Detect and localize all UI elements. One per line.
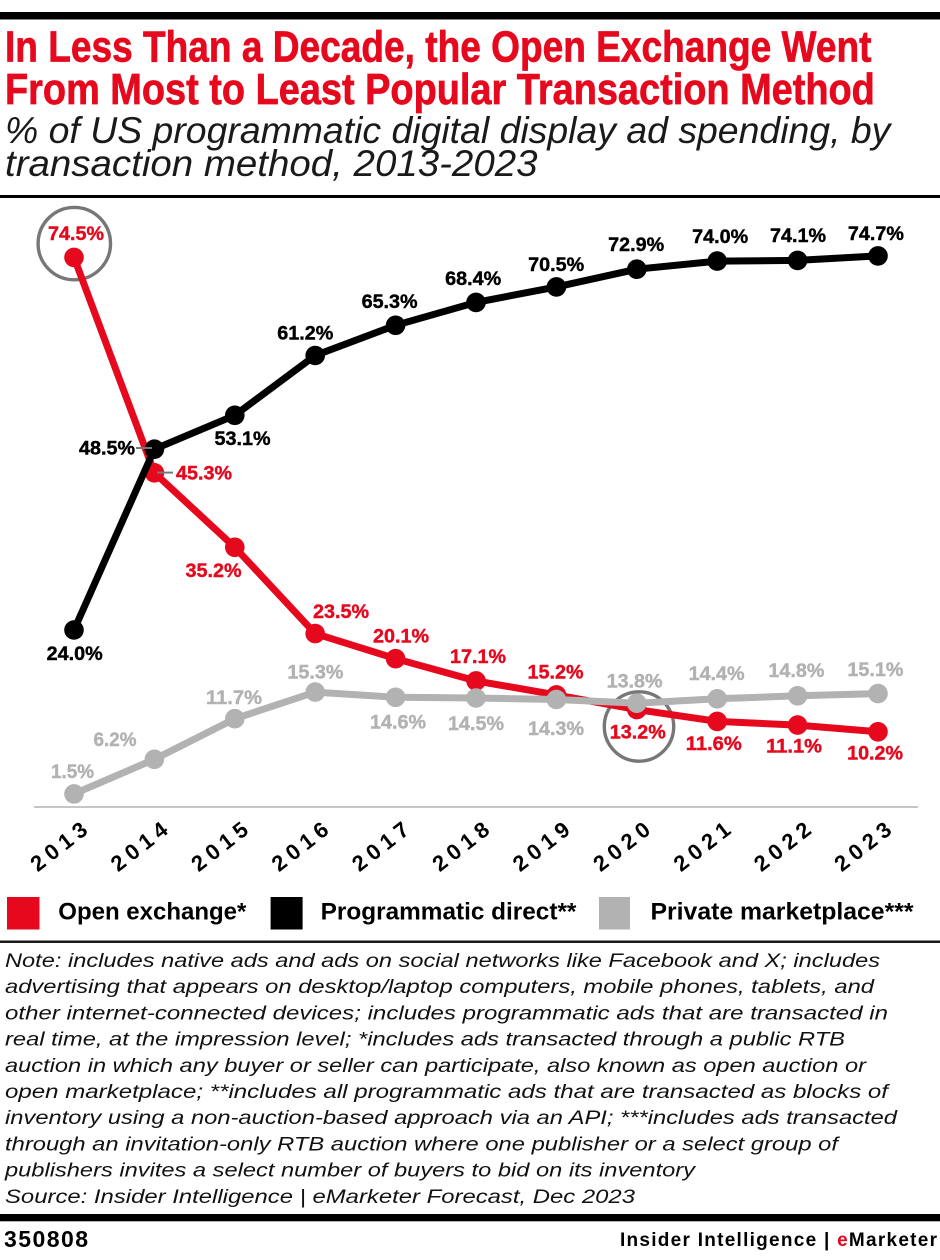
svg-text:other internet-connected devic: other internet-connected devices; includ…	[5, 1003, 888, 1024]
svg-text:auction in which any buyer or: auction in which any buyer or seller can…	[5, 1056, 867, 1077]
svg-text:14.5%: 14.5%	[448, 714, 504, 735]
svg-text:open marketplace; **includes a: open marketplace; **includes all program…	[5, 1082, 890, 1103]
svg-text:70.5%: 70.5%	[528, 255, 584, 276]
svg-text:61.2%: 61.2%	[277, 323, 333, 344]
svg-text:53.1%: 53.1%	[215, 429, 271, 450]
svg-text:14.3%: 14.3%	[528, 719, 584, 740]
svg-text:From Most to Least Popular Tra: From Most to Least Popular Transaction M…	[5, 64, 875, 113]
svg-text:14.6%: 14.6%	[370, 713, 426, 734]
svg-text:72.9%: 72.9%	[608, 235, 664, 256]
svg-text:Insider Intelligence | eMarket: Insider Intelligence | eMarketer	[620, 1230, 938, 1251]
svg-text:6.2%: 6.2%	[94, 730, 137, 751]
svg-text:Note: includes native ads and: Note: includes native ads and ads on soc…	[5, 951, 881, 972]
svg-text:inventory using a non-auction-: inventory using a non-auction-based appr…	[5, 1108, 899, 1129]
svg-text:real time, at the impression l: real time, at the impression level; *inc…	[5, 1030, 845, 1051]
svg-text:24.0%: 24.0%	[47, 644, 103, 665]
svg-text:% of US programmatic digital d: % of US programmatic digital display ad …	[5, 109, 893, 151]
svg-text:45.3%: 45.3%	[176, 464, 232, 485]
svg-text:1.5%: 1.5%	[51, 762, 94, 783]
svg-text:Programmatic direct**: Programmatic direct**	[321, 899, 577, 926]
svg-text:11.1%: 11.1%	[766, 736, 822, 757]
svg-text:65.3%: 65.3%	[362, 292, 418, 313]
svg-text:through an invitation-only RTB: through an invitation-only RTB auction w…	[5, 1134, 840, 1155]
svg-text:74.7%: 74.7%	[848, 224, 904, 245]
svg-text:Source: Insider Intelligence |: Source: Insider Intelligence | eMarketer…	[5, 1187, 636, 1208]
svg-text:15.1%: 15.1%	[847, 660, 903, 681]
svg-text:350808: 350808	[4, 1226, 88, 1252]
svg-text:advertising that appears on de: advertising that appears on desktop/lapt…	[5, 977, 876, 998]
svg-text:20.1%: 20.1%	[373, 627, 429, 648]
svg-text:15.3%: 15.3%	[287, 663, 343, 684]
svg-text:15.2%: 15.2%	[528, 663, 584, 684]
svg-text:publishers invites a select nu: publishers invites a select number of bu…	[4, 1161, 697, 1182]
svg-text:13.2%: 13.2%	[610, 723, 666, 744]
svg-text:14.4%: 14.4%	[689, 664, 745, 685]
svg-text:11.7%: 11.7%	[206, 688, 262, 709]
svg-text:Private marketplace***: Private marketplace***	[651, 899, 915, 926]
svg-text:68.4%: 68.4%	[445, 269, 501, 290]
svg-text:Open exchange*: Open exchange*	[58, 899, 247, 926]
svg-text:74.1%: 74.1%	[770, 226, 826, 247]
svg-text:23.5%: 23.5%	[313, 602, 369, 623]
svg-text:10.2%: 10.2%	[847, 744, 903, 765]
svg-text:transaction method, 2013-2023: transaction method, 2013-2023	[5, 143, 538, 184]
svg-text:14.8%: 14.8%	[768, 661, 824, 682]
svg-text:17.1%: 17.1%	[450, 647, 506, 668]
svg-text:13.8%: 13.8%	[607, 672, 663, 693]
svg-text:74.0%: 74.0%	[692, 227, 748, 248]
svg-text:In Less Than a Decade, the Ope: In Less Than a Decade, the Open Exchange…	[5, 21, 872, 71]
svg-text:11.6%: 11.6%	[686, 734, 742, 755]
svg-text:48.5%: 48.5%	[79, 439, 135, 460]
svg-text:74.5%: 74.5%	[48, 224, 104, 245]
svg-text:35.2%: 35.2%	[186, 561, 242, 582]
